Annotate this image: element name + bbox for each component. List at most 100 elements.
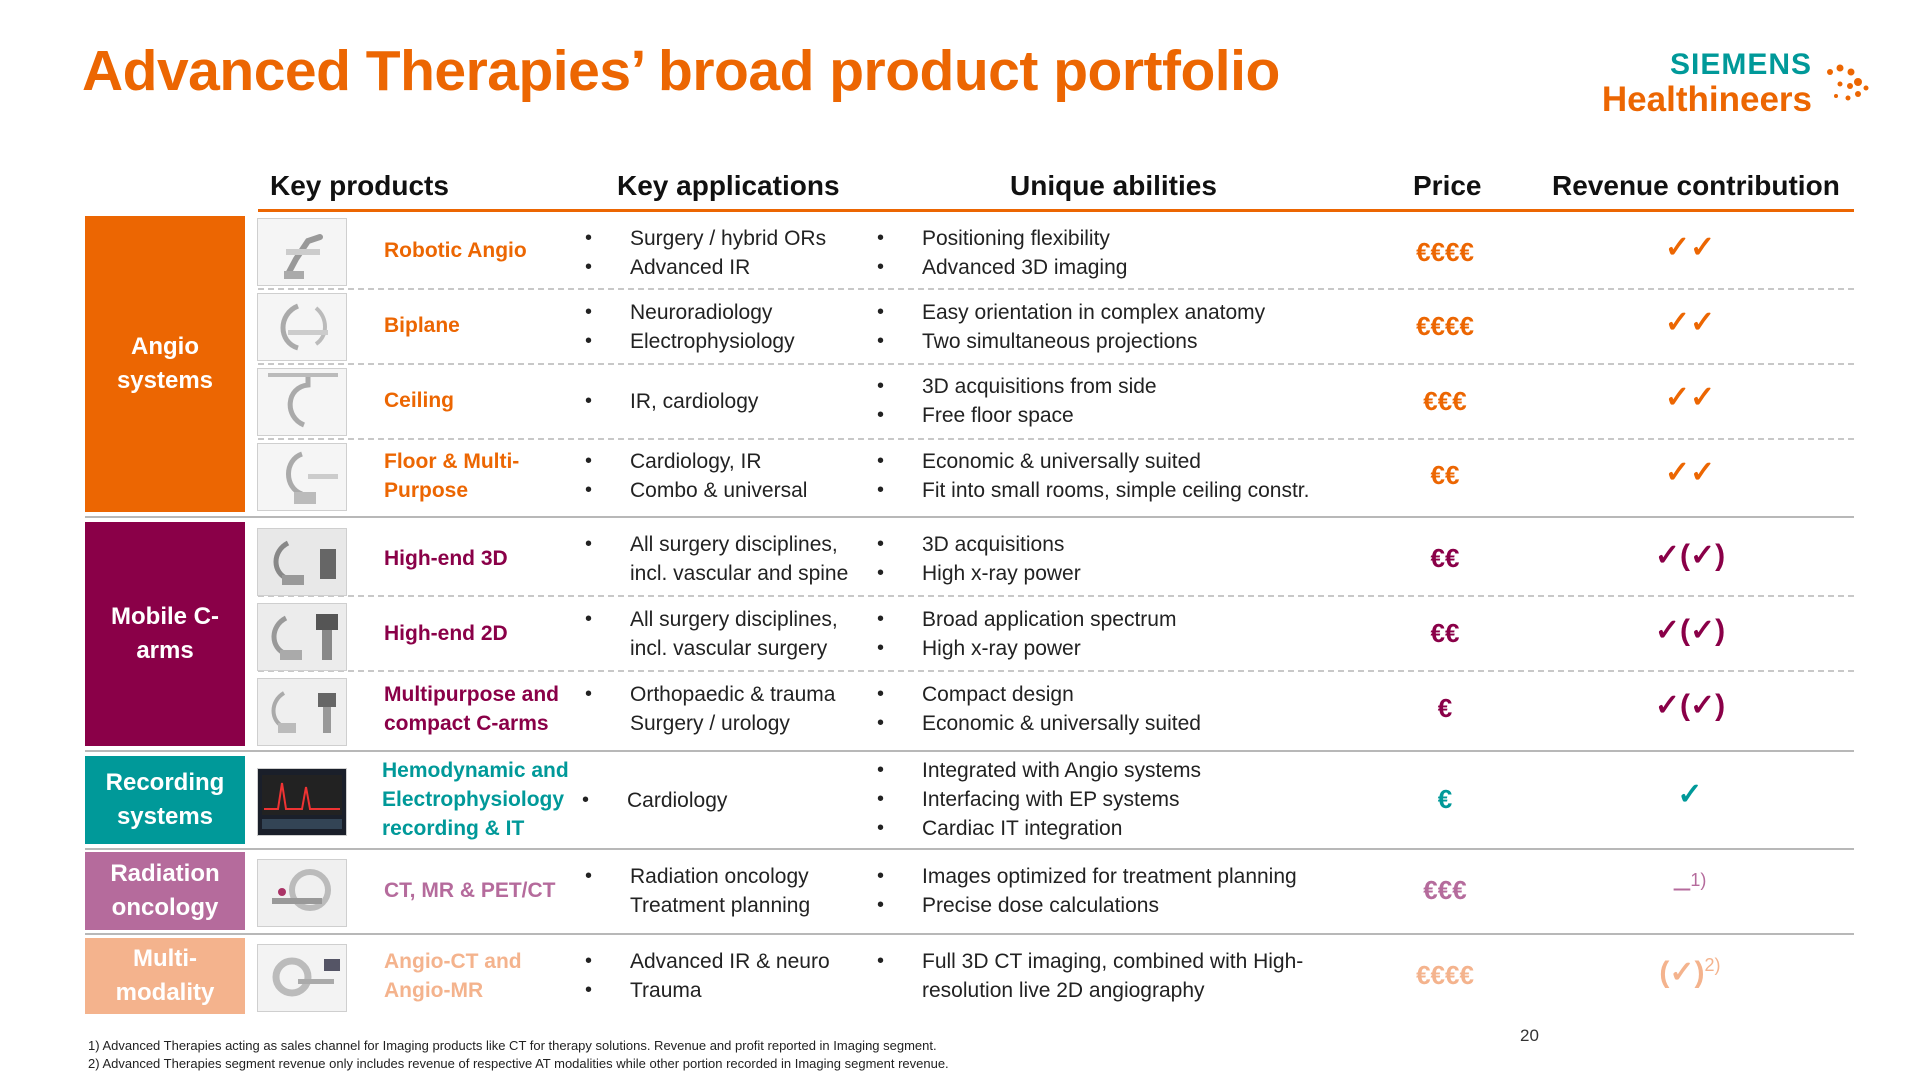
group-divider xyxy=(85,848,1854,850)
ability-item: Interfacing with EP systems xyxy=(877,785,1357,814)
product-name: Hemodynamic and Electrophysiology record… xyxy=(382,759,569,840)
page-number: 20 xyxy=(1520,1026,1539,1045)
revenue-contribution: ✓(✓) xyxy=(1654,614,1726,647)
application-item: Advanced IR & neuro xyxy=(585,947,875,976)
ability-item: High x-ray power xyxy=(877,634,1357,663)
product-name: High-end 2D xyxy=(384,622,508,645)
ability-item: Free floor space xyxy=(877,401,1357,430)
ability-item: Advanced 3D imaging xyxy=(877,253,1357,282)
group-divider xyxy=(85,516,1854,518)
product-name: Ceiling xyxy=(384,389,455,412)
abilities-list: Full 3D CT imaging, combined with High-r… xyxy=(877,947,1317,1005)
price-indicator: €€€€ xyxy=(1416,237,1474,267)
ability-item: Easy orientation in complex anatomy xyxy=(877,298,1357,327)
application-item: Surgery / hybrid ORs xyxy=(585,224,875,253)
footnote-ref: 1) xyxy=(1690,870,1707,890)
product-image-radiation-oncology xyxy=(257,859,347,927)
applications-list: All surgery disciplines, incl. vascular … xyxy=(585,605,875,663)
product-name: Robotic Angio xyxy=(384,239,527,262)
revenue-contribution: ✓✓ xyxy=(1664,231,1716,264)
abilities-list: Integrated with Angio systems Interfacin… xyxy=(877,756,1357,843)
revenue-contribution: (✓)2) xyxy=(1560,955,1820,990)
header-key-products: Key products xyxy=(270,170,449,201)
abilities-list: Positioning flexibility Advanced 3D imag… xyxy=(877,224,1357,282)
applications-list: Cardiology, IR Combo & universal xyxy=(585,447,875,505)
product-image-biplane xyxy=(257,293,347,361)
price-indicator: €€ xyxy=(1430,618,1460,648)
applications-list: Neuroradiology Electrophysiology xyxy=(585,298,875,356)
ability-item: 3D acquisitions xyxy=(877,530,1357,559)
product-image-multipurpose-c-arms xyxy=(257,678,347,746)
product-name: Multipurpose and compact C-arms xyxy=(384,683,559,735)
revenue-contribution: ✓✓ xyxy=(1664,381,1716,414)
row-divider xyxy=(258,595,1854,597)
ability-item: 3D acquisitions from side xyxy=(877,372,1357,401)
ability-item: Fit into small rooms, simple ceiling con… xyxy=(877,476,1357,505)
group-divider xyxy=(85,750,1854,752)
footnote-1: 1) Advanced Therapies acting as sales ch… xyxy=(88,1038,937,1053)
price-indicator: €€€€ xyxy=(1416,960,1474,990)
price-indicator: €€€€ xyxy=(1416,311,1474,341)
ability-item: Broad application spectrum xyxy=(877,605,1357,634)
applications-list: Orthopaedic & trauma Surgery / urology xyxy=(585,680,845,738)
applications-list: Advanced IR & neuro Trauma xyxy=(585,947,875,1005)
revenue-contribution: ✓ xyxy=(1677,778,1703,811)
application-item: Trauma xyxy=(585,976,875,1005)
category-multi-modality: Multi-modality xyxy=(85,938,245,1014)
applications-list: IR, cardiology xyxy=(585,387,875,416)
ability-item: Integrated with Angio systems xyxy=(877,756,1357,785)
logo-dots-icon xyxy=(1827,64,1869,101)
revenue-contribution: ✓✓ xyxy=(1664,306,1716,339)
ability-item: High x-ray power xyxy=(877,559,1357,588)
category-radiation-oncology: Radiation oncology xyxy=(85,852,245,930)
price-indicator: €€€ xyxy=(1423,386,1467,416)
applications-list: All surgery disciplines, incl. vascular … xyxy=(585,530,875,588)
ability-item: Two simultaneous projections xyxy=(877,327,1357,356)
product-name: Biplane xyxy=(384,314,460,337)
revenue-contribution: ✓(✓) xyxy=(1654,539,1726,572)
product-name: High-end 3D xyxy=(384,547,508,570)
product-image-ceiling xyxy=(257,368,347,436)
application-item: Neuroradiology xyxy=(585,298,875,327)
product-image-floor-multipurpose xyxy=(257,443,347,511)
row-divider xyxy=(258,438,1854,440)
row-divider xyxy=(258,363,1854,365)
group-divider xyxy=(85,933,1854,935)
siemens-healthineers-logo: SIEMENS Healthineers xyxy=(1602,48,1902,128)
header-price: Price xyxy=(1413,170,1482,201)
product-image-robotic-angio xyxy=(257,218,347,286)
price-indicator: €€ xyxy=(1430,543,1460,573)
category-angio-systems: Angio systems xyxy=(85,216,245,512)
abilities-list: Images optimized for treatment planning … xyxy=(877,862,1357,920)
category-recording-systems: Recording systems xyxy=(85,756,245,844)
application-item: Combo & universal xyxy=(585,476,875,505)
logo-line2: Healthineers xyxy=(1601,80,1812,119)
application-item: IR, cardiology xyxy=(585,387,875,416)
revenue-value: (✓) xyxy=(1659,956,1705,989)
product-name: CT, MR & PET/CT xyxy=(384,879,556,902)
application-item: Advanced IR xyxy=(585,253,875,282)
header-unique-abilities: Unique abilities xyxy=(1010,170,1217,201)
footnote-ref: 2) xyxy=(1704,955,1721,975)
row-divider xyxy=(258,670,1854,672)
application-item: Cardiology, IR xyxy=(585,447,875,476)
application-item: Cardiology xyxy=(582,786,872,815)
abilities-list: Economic & universally suited Fit into s… xyxy=(877,447,1357,505)
abilities-list: 3D acquisitions High x-ray power xyxy=(877,530,1357,588)
ability-item: Precise dose calculations xyxy=(877,891,1357,920)
product-name: Floor & Multi-Purpose xyxy=(384,450,520,502)
header-divider xyxy=(258,209,1854,212)
applications-list: Radiation oncology Treatment planning xyxy=(585,862,835,920)
ability-item: Economic & universally suited xyxy=(877,709,1357,738)
application-item: All surgery disciplines, incl. vascular … xyxy=(585,530,875,588)
abilities-list: Broad application spectrum High x-ray po… xyxy=(877,605,1357,663)
price-indicator: € xyxy=(1437,693,1453,723)
row-divider xyxy=(258,288,1854,290)
ability-item: Economic & universally suited xyxy=(877,447,1357,476)
application-item: All surgery disciplines, incl. vascular … xyxy=(585,605,875,663)
header-revenue-contribution: Revenue contribution xyxy=(1552,170,1840,201)
price-indicator: € xyxy=(1437,784,1453,814)
revenue-value: – xyxy=(1673,871,1691,904)
product-image-angio-ct-mr xyxy=(257,944,347,1012)
footnote-2: 2) Advanced Therapies segment revenue on… xyxy=(88,1056,949,1071)
